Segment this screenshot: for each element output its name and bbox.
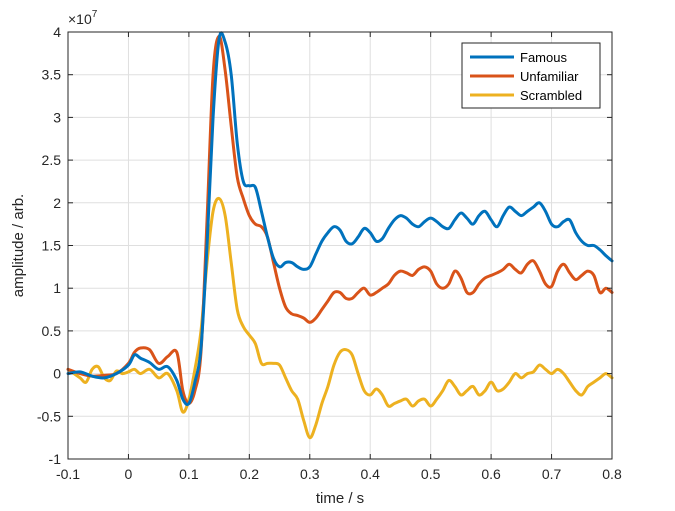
y-tick-label: 4 (53, 24, 61, 40)
y-tick-label: -0.5 (37, 408, 61, 424)
series-line-famous (66, 31, 614, 407)
x-tick-label: 0.8 (602, 466, 622, 482)
x-tick-label: -0.1 (56, 466, 80, 482)
y-tick-label: -1 (49, 451, 62, 467)
y-tick-label: 1 (53, 280, 61, 296)
y-tick-label: 2 (53, 195, 61, 211)
x-tick-label: 0.5 (421, 466, 441, 482)
series-group (66, 31, 614, 440)
y-exponent-base: ×10 (68, 11, 92, 27)
x-tick-label: 0.1 (179, 466, 199, 482)
y-tick-label: 3.5 (42, 67, 62, 83)
y-tick-label: 0 (53, 366, 61, 382)
x-axis-title: time / s (316, 490, 364, 507)
y-exponent-power: 7 (92, 9, 98, 20)
y-tick-label: 1.5 (42, 238, 62, 254)
y-exponent-label: ×107 (68, 9, 98, 27)
y-tick-label: 2.5 (42, 152, 62, 168)
ticks: -0.1 0 0.1 0.2 0.3 0.4 0.5 0.6 0.7 0.8 -1 -0.5 0 0.5 1… (37, 24, 622, 482)
series-line-scrambled (66, 196, 614, 440)
x-tick-label: 0.6 (481, 466, 501, 482)
series-line-unfamiliar (66, 34, 614, 405)
legend-label: Famous (520, 50, 567, 65)
y-tick-label: 0.5 (42, 323, 62, 339)
y-tick-label: 3 (53, 109, 61, 125)
x-tick-label: 0.3 (300, 466, 320, 482)
legend: Famous Unfamiliar Scrambled (461, 42, 601, 109)
x-tick-label: 0.4 (360, 466, 380, 482)
x-tick-label: 0 (125, 466, 133, 482)
x-tick-label: 0.7 (542, 466, 562, 482)
legend-label: Scrambled (520, 88, 582, 103)
legend-label: Unfamiliar (520, 69, 579, 84)
x-tick-label: 0.2 (240, 466, 260, 482)
legend-box (461, 42, 601, 109)
y-axis-title: amplitude / arb. (10, 194, 27, 297)
